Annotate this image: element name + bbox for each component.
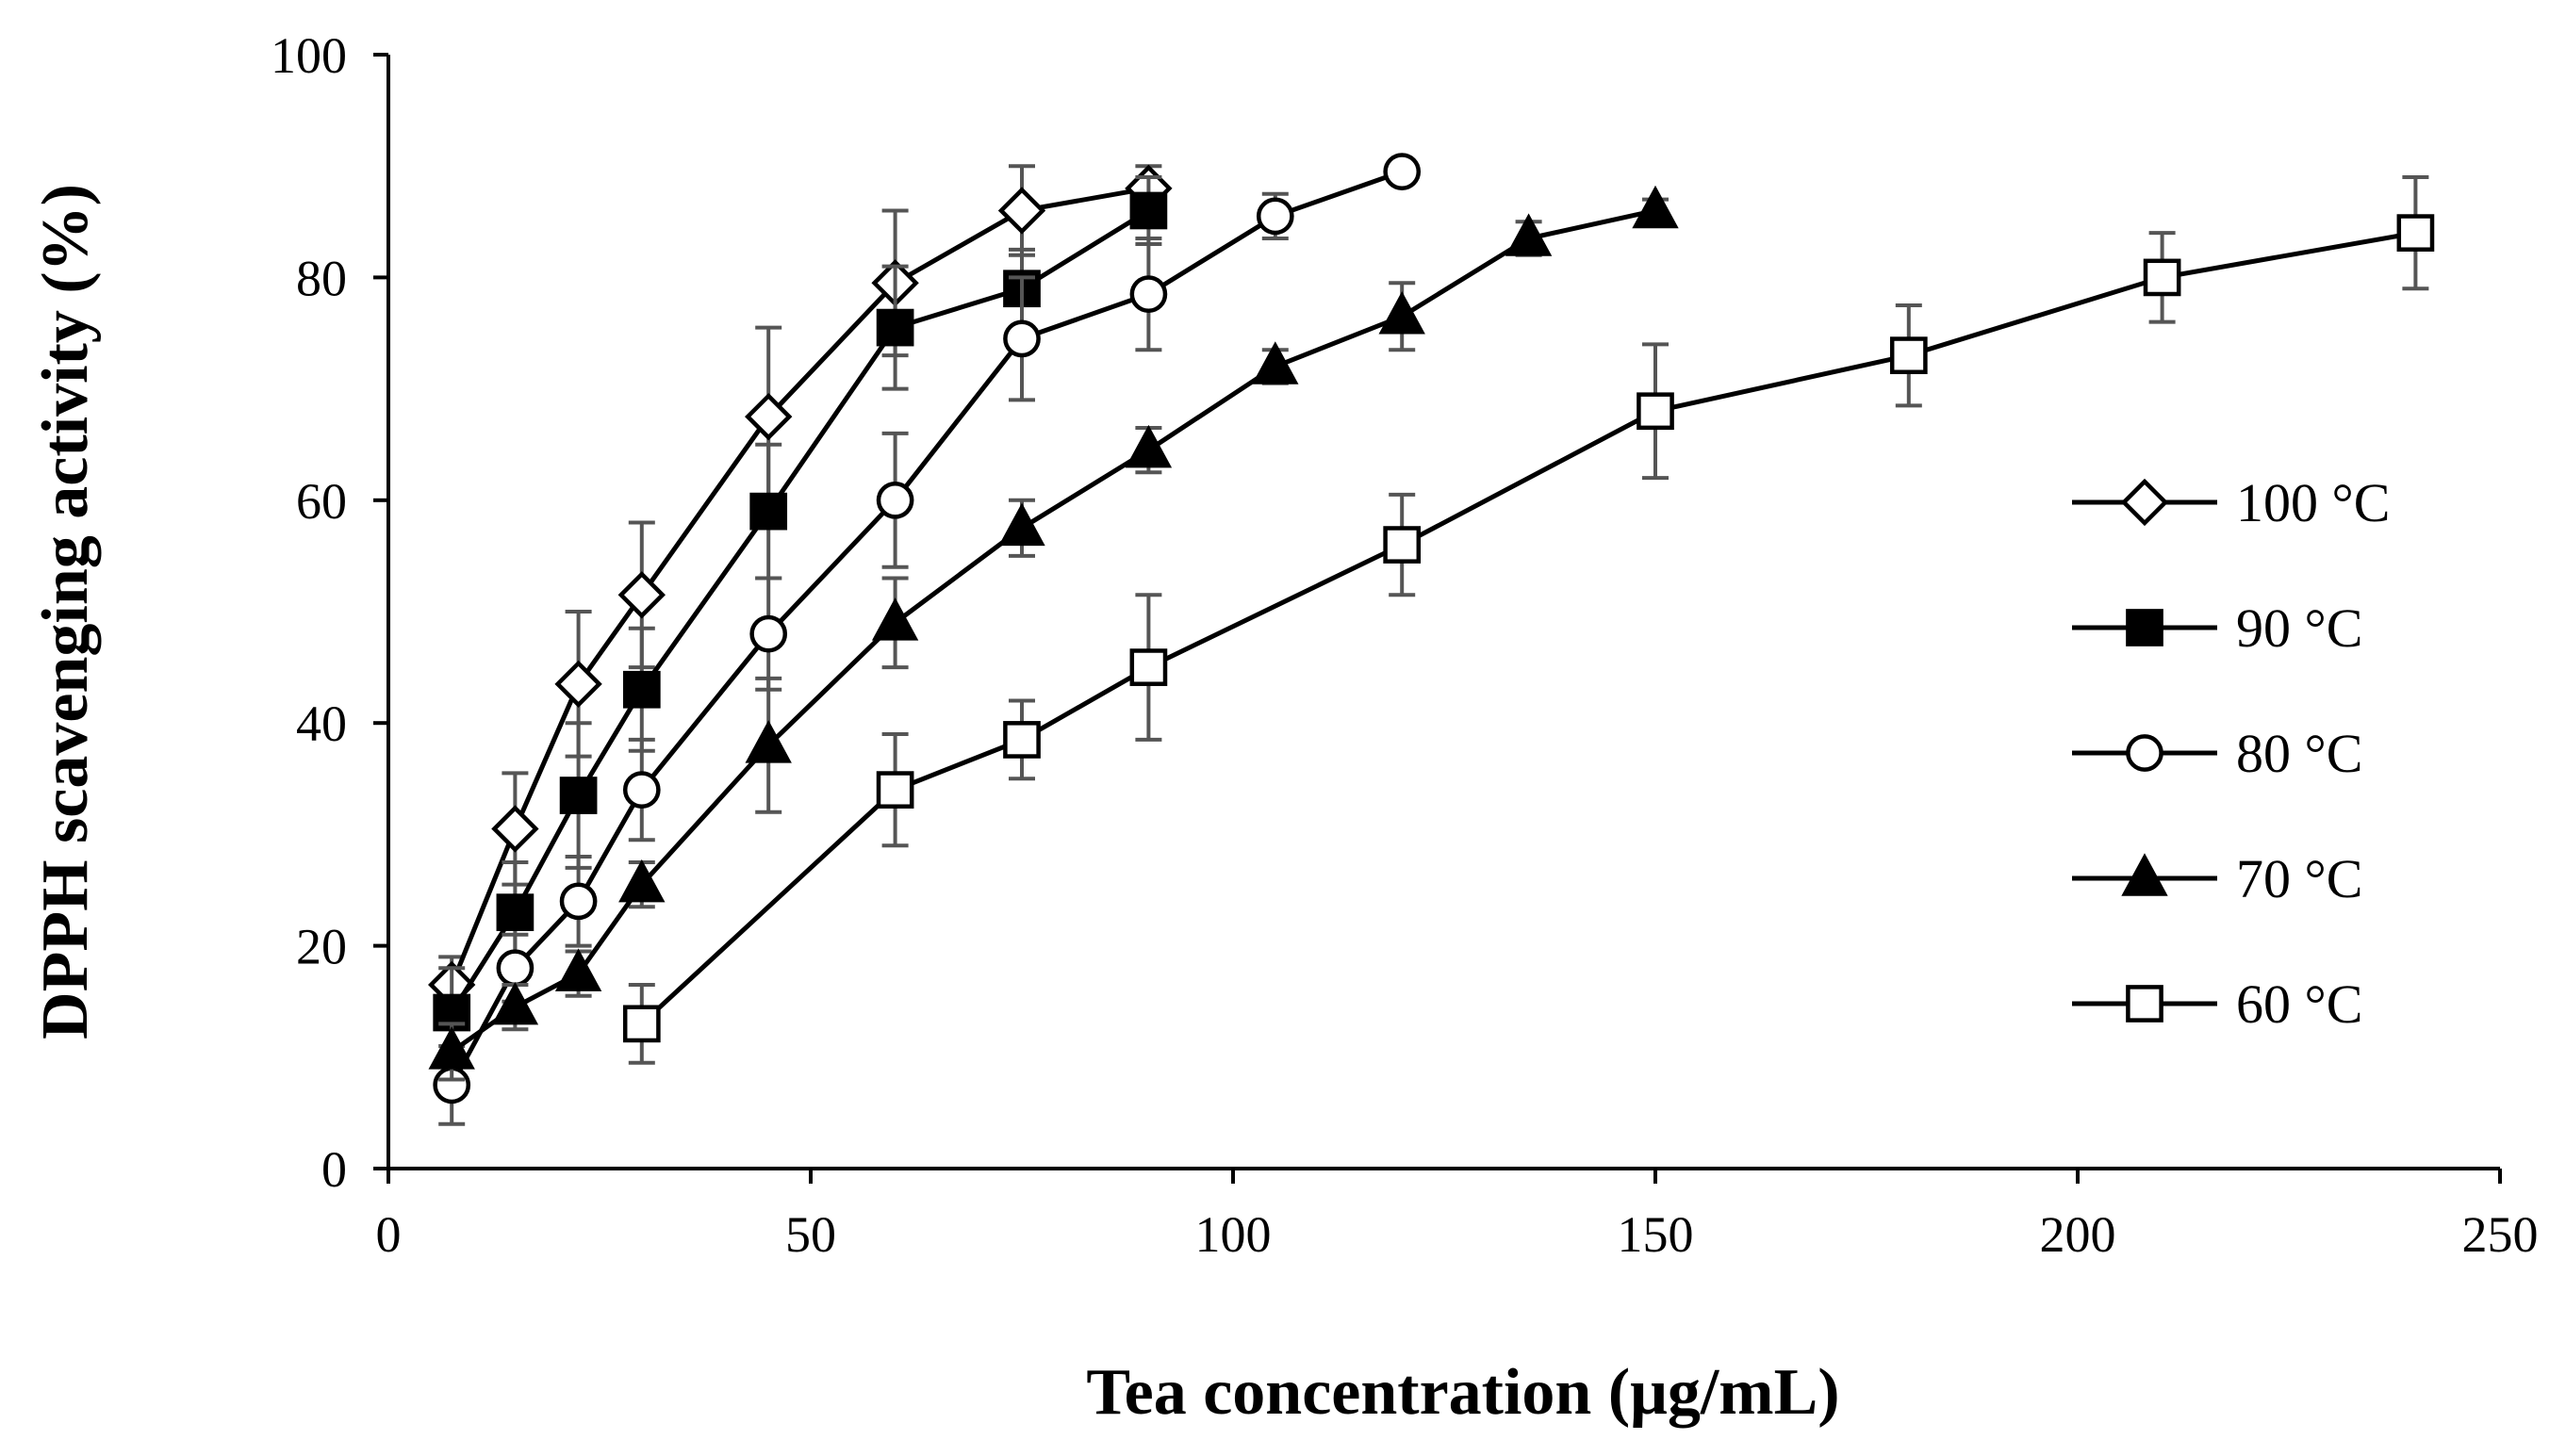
y-tick-label: 0	[321, 1141, 347, 1198]
data-point	[2126, 734, 2163, 772]
x-tick-label: 100	[1195, 1206, 1272, 1263]
x-tick-label: 200	[2040, 1206, 2116, 1263]
data-point	[876, 771, 914, 809]
data-point	[749, 614, 788, 653]
data-point	[1129, 648, 1168, 686]
data-point	[1003, 721, 1041, 759]
y-tick-label: 40	[296, 695, 347, 752]
data-point	[496, 949, 535, 988]
y-ticks: 0 20 40 60 80 100	[271, 27, 388, 1198]
legend-label: 80 °C	[2236, 723, 2362, 784]
series-80c	[433, 153, 1422, 1126]
x-ticks: 0 50 100 150 200 250	[376, 1169, 2539, 1263]
data-point	[745, 392, 793, 441]
data-point	[1129, 275, 1168, 313]
series-90c	[433, 175, 1168, 1059]
series-60c	[622, 175, 2435, 1065]
data-point	[1889, 336, 1928, 374]
data-point	[618, 859, 666, 903]
y-axis-title: DPPH scavenging activity (%)	[29, 184, 102, 1039]
data-point	[1637, 392, 1674, 431]
data-point	[1003, 319, 1041, 358]
data-point	[622, 670, 661, 709]
data-point	[1505, 213, 1553, 256]
data-point	[2126, 985, 2163, 1022]
data-point	[1129, 191, 1168, 230]
data-point	[554, 948, 602, 991]
data-point	[749, 492, 788, 531]
data-point	[1383, 153, 1422, 190]
data-point	[997, 187, 1046, 235]
legend-item: 90 °C	[2072, 597, 2362, 659]
legend-item: 80 °C	[2072, 723, 2362, 784]
data-point	[1383, 526, 1422, 564]
x-tick-label: 150	[1618, 1206, 1694, 1263]
series-line	[450, 208, 1656, 1054]
data-point	[876, 308, 914, 347]
series-line	[449, 186, 1149, 986]
legend-item: 60 °C	[2072, 973, 2362, 1035]
legend-label: 90 °C	[2236, 597, 2362, 659]
legend-label: 100 °C	[2236, 472, 2390, 533]
y-tick-label: 20	[296, 919, 347, 975]
data-point	[622, 771, 661, 809]
series-line	[450, 169, 1404, 1087]
y-tick-label: 100	[271, 27, 347, 84]
data-point	[559, 777, 598, 814]
y-tick-label: 80	[296, 250, 347, 306]
data-point	[559, 882, 598, 921]
data-point	[2396, 214, 2435, 252]
data-point	[1378, 291, 1425, 335]
axes: 0 50 100 150 200 250 0 20 40 60 80 100	[271, 27, 2539, 1263]
data-point	[2126, 609, 2163, 646]
data-point	[622, 1005, 661, 1043]
x-tick-label: 0	[376, 1206, 402, 1263]
data-point	[496, 893, 535, 931]
series-line	[450, 208, 1150, 1014]
legend: 100 °C 90 °C 80 °C 70 °C 60 °C	[2072, 472, 2390, 1035]
series-70c	[428, 185, 1679, 1082]
data-point	[2121, 853, 2168, 896]
y-tick-label: 60	[296, 473, 347, 530]
legend-label: 60 °C	[2236, 973, 2362, 1035]
data-point	[491, 805, 539, 853]
data-point	[871, 597, 919, 641]
data-point	[491, 981, 539, 1025]
x-axis-title: Tea concentration (μg/mL)	[1086, 1356, 1839, 1429]
data-point	[428, 1026, 475, 1070]
legend-item: 100 °C	[2072, 472, 2390, 533]
x-tick-label: 50	[785, 1206, 836, 1263]
data-point	[1256, 197, 1294, 236]
data-point	[617, 571, 666, 619]
legend-item: 70 °C	[2072, 848, 2362, 909]
data-point	[1125, 424, 1173, 468]
data-point	[1632, 185, 1679, 229]
legend-label: 70 °C	[2236, 848, 2362, 909]
data-point	[998, 502, 1045, 547]
plot-series	[428, 153, 2435, 1126]
series-100c	[428, 164, 1173, 1015]
data-point	[745, 720, 792, 763]
data-point	[2143, 258, 2181, 297]
data-point	[2120, 478, 2169, 527]
data-point	[876, 481, 914, 519]
data-point	[554, 660, 602, 709]
data-point	[1252, 341, 1299, 384]
x-tick-label: 250	[2462, 1206, 2539, 1263]
